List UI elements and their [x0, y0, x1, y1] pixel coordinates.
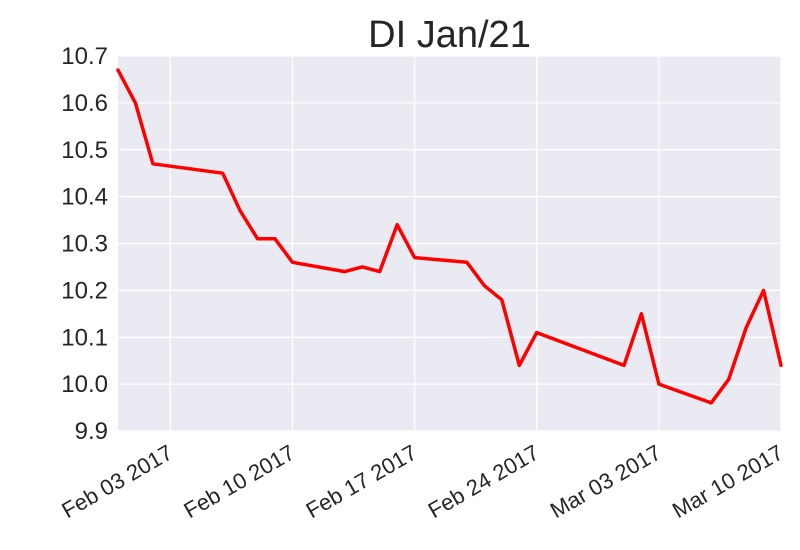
x-tick-label: Feb 24 2017	[424, 440, 543, 523]
y-tick-label: 10.5	[61, 137, 108, 164]
x-tick-label: Feb 17 2017	[302, 440, 421, 523]
x-axis-ticks: Feb 03 2017 Feb 10 2017 Feb 17 2017 Feb 24 …	[57, 440, 787, 523]
x-tick-label: Feb 10 2017	[179, 440, 298, 523]
y-tick-label: 10.3	[61, 231, 108, 258]
y-tick-label: 9.9	[75, 418, 108, 445]
y-tick-label: 10.0	[61, 371, 108, 398]
y-tick-label: 10.6	[61, 90, 108, 117]
y-tick-label: 10.7	[61, 43, 108, 70]
chart-title: DI Jan/21	[368, 14, 531, 56]
y-axis-ticks: 9.9 10.0 10.1 10.2 10.3 10.4 10.5 10.6 10.7	[61, 43, 108, 445]
y-tick-label: 10.2	[61, 277, 108, 304]
x-tick-label: Mar 10 2017	[668, 440, 787, 523]
y-tick-label: 10.4	[61, 184, 108, 211]
y-tick-label: 10.1	[61, 324, 108, 351]
grid-lines	[118, 55, 782, 432]
x-tick-label: Mar 03 2017	[546, 440, 665, 523]
series-line	[116, 68, 783, 405]
x-tick-label: Feb 03 2017	[57, 440, 176, 523]
